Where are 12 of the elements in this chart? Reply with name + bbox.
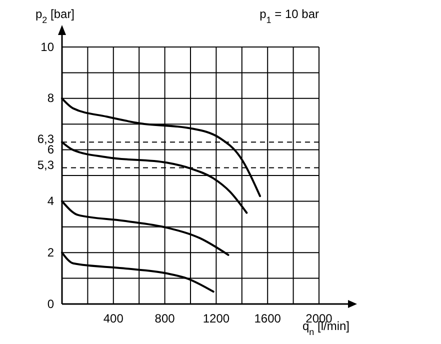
y-tick-label: 10 bbox=[40, 40, 54, 54]
text: p$_{1}$ = 10 bar bbox=[260, 7, 319, 25]
x-tick-label: 800 bbox=[154, 312, 176, 326]
x-tick-label: 1200 bbox=[202, 312, 230, 326]
x-tick-label: 400 bbox=[103, 312, 124, 326]
x-tick-label: 1600 bbox=[254, 312, 282, 326]
y-tick-label: 0 bbox=[47, 296, 54, 311]
y-tick-label: 8 bbox=[47, 91, 54, 106]
y-tick-label: 2 bbox=[47, 245, 54, 260]
ref-line-label: 5,3 bbox=[37, 158, 54, 172]
y-axis-title: p$_{2}$ [bar] bbox=[35, 7, 75, 25]
y-tick-label: 4 bbox=[47, 194, 54, 208]
